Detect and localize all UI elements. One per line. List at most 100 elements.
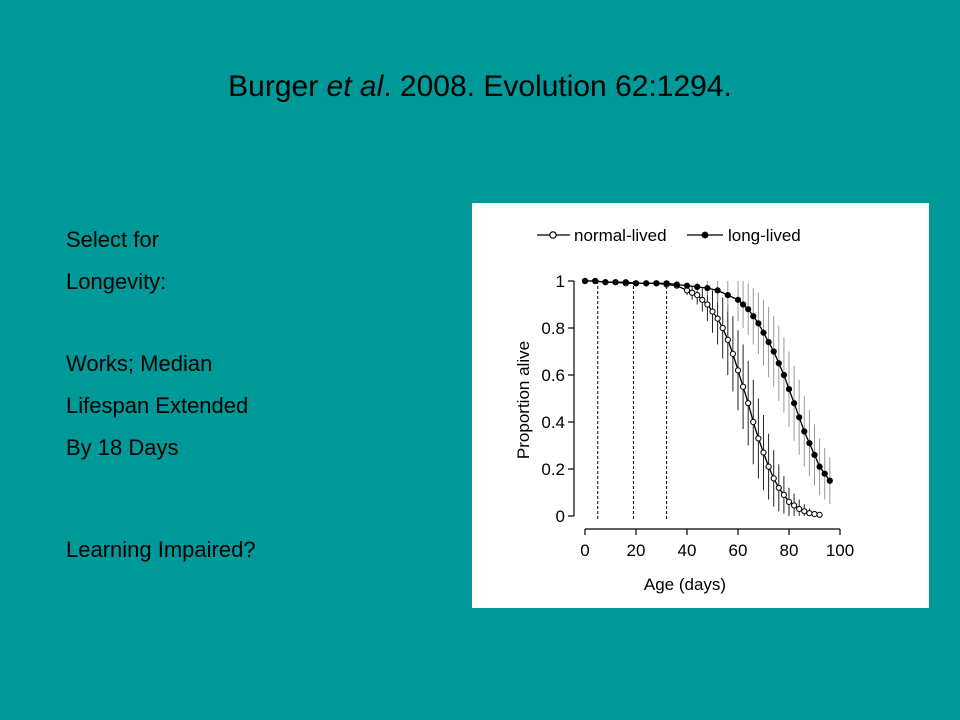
text-line: Learning Impaired? — [66, 537, 256, 562]
data-point — [612, 279, 619, 286]
legend-marker-normal — [549, 231, 557, 239]
data-point — [729, 350, 736, 357]
data-point — [740, 301, 747, 308]
chart-axes: 0 0.2 0.4 0.6 0.8 1 0 20 40 60 80 100 — [541, 272, 854, 560]
y-tick-label: 0.4 — [541, 413, 565, 432]
legend-label-normal: normal-lived — [574, 226, 667, 245]
data-point — [734, 296, 742, 303]
data-point — [745, 306, 752, 313]
data-point — [791, 400, 798, 407]
x-tick-label: 100 — [826, 541, 854, 560]
x-axis-label: Age (days) — [644, 575, 726, 594]
data-point — [622, 279, 629, 286]
data-point — [796, 414, 803, 421]
data-point — [694, 292, 701, 299]
x-tick-label: 20 — [627, 541, 646, 560]
y-tick-label: 0.8 — [541, 319, 565, 338]
series-line — [585, 280, 820, 516]
text-line: Longevity: — [66, 269, 167, 294]
data-point — [796, 505, 803, 513]
data-point — [683, 282, 691, 289]
data-point — [755, 435, 762, 442]
data-point — [821, 470, 828, 477]
data-point — [740, 383, 747, 390]
series-normal-lived — [581, 277, 823, 518]
legend-marker-long — [701, 231, 709, 239]
data-point — [663, 280, 670, 287]
legend-label-long: long-lived — [728, 226, 801, 245]
chart-series-layer — [581, 277, 833, 518]
title-authors: Burger — [228, 70, 327, 103]
data-point — [704, 284, 711, 292]
data-point — [750, 313, 757, 320]
text-line: Lifespan Extended — [66, 393, 249, 418]
title-citation: . 2008. Evolution 62:1294. — [383, 70, 732, 103]
data-point — [755, 320, 762, 327]
data-point — [811, 451, 818, 458]
chart-legend: normal-lived long-lived — [537, 226, 801, 245]
data-point — [653, 280, 660, 287]
data-point — [765, 463, 772, 470]
data-point — [689, 289, 696, 296]
data-point — [699, 296, 706, 303]
y-tick-label: 0 — [556, 507, 565, 526]
chart-dashed-lines — [597, 281, 668, 519]
data-point — [801, 428, 808, 435]
series-long-lived — [581, 277, 833, 505]
survival-chart: normal-lived long-lived 0 0.2 0.4 0.6 0.8 1 0 2… — [514, 226, 854, 594]
x-tick-label: 60 — [729, 541, 748, 560]
title-et-al: et al — [326, 70, 384, 103]
data-point — [694, 283, 701, 290]
y-tick-label: 1 — [556, 272, 565, 291]
data-point — [714, 287, 721, 294]
data-point — [760, 329, 767, 336]
data-point — [632, 280, 640, 287]
data-point — [592, 277, 599, 285]
data-point — [826, 477, 833, 484]
series-line — [585, 280, 831, 482]
bullet-block-select: Select for Longevity: — [66, 219, 166, 303]
survival-chart-panel: normal-lived long-lived 0 0.2 0.4 0.6 0.8 1 0 2… — [472, 203, 929, 608]
data-point — [704, 301, 711, 308]
data-point — [770, 475, 777, 482]
text-line: By 18 Days — [66, 435, 179, 460]
data-point — [780, 371, 787, 379]
bullet-block-question: Learning Impaired? — [66, 529, 256, 571]
data-point — [709, 308, 716, 315]
data-point — [760, 449, 767, 456]
data-point — [770, 348, 777, 355]
data-point — [785, 498, 793, 505]
data-point — [791, 502, 798, 509]
data-point — [581, 277, 589, 285]
data-point — [801, 508, 808, 515]
y-tick-label: 0.6 — [541, 366, 565, 385]
x-tick-label: 80 — [780, 541, 799, 560]
data-point — [811, 511, 818, 518]
data-point — [775, 484, 782, 491]
y-axis-label: Proportion alive — [514, 341, 533, 459]
data-point — [745, 400, 752, 407]
data-point — [724, 336, 731, 343]
text-line: Works; Median — [66, 351, 213, 376]
data-point — [602, 279, 609, 286]
data-point — [806, 510, 813, 517]
data-point — [816, 511, 823, 518]
data-point — [724, 292, 731, 299]
data-point — [806, 440, 813, 447]
x-tick-label: 0 — [580, 541, 589, 560]
data-point — [785, 386, 793, 393]
data-point — [775, 360, 782, 367]
data-point — [734, 367, 742, 374]
text-line: Select for — [66, 227, 159, 252]
data-point — [719, 324, 726, 332]
bullet-block-result: Works; Median Lifespan Extended By 18 Da… — [66, 343, 248, 469]
data-point — [714, 315, 721, 322]
y-tick-label: 0.2 — [541, 460, 565, 479]
x-tick-label: 40 — [678, 541, 697, 560]
data-point — [750, 418, 757, 426]
slide-title: Burger et al. 2008. Evolution 62:1294. — [0, 70, 960, 104]
data-point — [780, 491, 787, 498]
data-point — [643, 280, 650, 287]
data-point — [816, 463, 823, 470]
data-point — [765, 339, 772, 346]
